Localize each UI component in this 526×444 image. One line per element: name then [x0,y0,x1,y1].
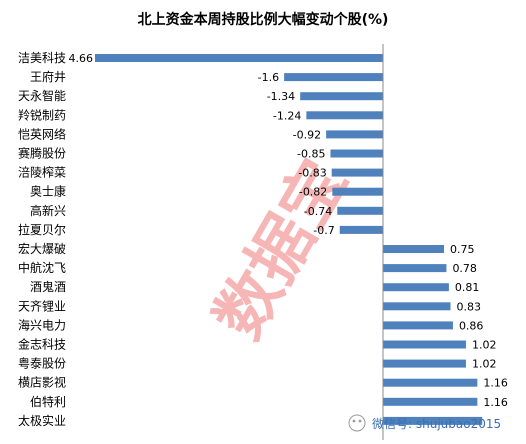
category-label: 恺英网络 [18,126,66,141]
bar [306,111,383,120]
wechat-icon [348,414,366,432]
category-label: 拉夏贝尔 [18,222,66,237]
category-label: 横店影视 [18,375,66,390]
category-label: 奥士康 [30,184,66,199]
bar [330,149,383,158]
category-label: 海兴电力 [18,317,66,332]
bar [337,206,383,215]
value-label: 0.83 [457,300,482,313]
category-label: 天齐锂业 [18,298,66,313]
value-label: -0.83 [298,167,326,180]
value-label: 0.81 [455,281,480,294]
value-label: -0.74 [304,205,332,218]
bar [326,130,383,139]
wechat-icon-dot [358,419,362,423]
category-label: 酒鬼酒 [30,279,66,294]
category-label: 王府井 [30,69,66,84]
value-label: 1.02 [472,358,497,371]
bar [284,73,383,82]
wechat-icon-dot [352,419,356,423]
category-label: 伯特利 [30,394,66,409]
watermark-text: 数据宝 [202,148,362,351]
category-label: 洁美科技 [18,51,66,65]
value-label: 4.66 [69,52,94,65]
category-label: 涪陵榨菜 [18,165,66,180]
value-label: -0.85 [297,148,325,161]
wechat-badge: 微信号: shujubao2015 [348,414,501,432]
value-label: 0.86 [459,319,484,332]
category-label: 金志科技 [18,337,66,352]
bar [383,378,478,387]
value-label: -1.24 [273,109,301,122]
value-label: -0.7 [313,224,334,237]
value-labels: 4.66 -1.6 -1.34 -1.24 -0.92 -0.85 -0.83 -0.82 -0… [69,52,508,409]
category-label: 天永智能 [18,88,66,103]
category-labels: 洁美科技王府井天永智能羚锐制药恺英网络赛腾股份涪陵榨菜奥士康高新兴拉夏贝尔宏大爆… [18,51,66,428]
bar [332,187,383,196]
watermark: 数据宝 [202,148,362,351]
bar [383,264,447,273]
value-label: -0.82 [299,186,327,199]
bar [383,283,449,292]
bar [339,225,383,234]
category-label: 宏大爆破 [18,241,66,256]
wechat-label: 微信号: shujubao2015 [372,417,501,431]
value-label: 1.16 [483,396,508,409]
category-label: 赛腾股份 [18,146,66,161]
category-label: 粤泰股份 [18,356,66,371]
bar-series [95,54,483,425]
chart-title: 北上资金本周持股比例大幅变动个股(%) [138,11,389,28]
value-label: -1.34 [267,90,295,103]
value-label: 1.02 [472,339,497,352]
value-label: -1.6 [258,71,279,84]
category-label: 羚锐制药 [18,107,66,122]
bar [95,54,383,62]
bar [383,359,466,368]
bar [331,168,383,177]
value-label: 1.16 [483,377,508,390]
bar [383,321,453,330]
bar [383,416,483,425]
value-label: -0.92 [293,128,321,141]
value-label: 0.78 [452,262,477,275]
value-label: 0.75 [450,243,475,256]
bar [383,302,451,311]
bar [383,340,466,349]
category-label: 中航沈飞 [18,260,66,275]
bar [300,92,383,101]
bar [383,245,444,253]
category-label: 太极实业 [18,413,66,428]
category-label: 高新兴 [30,203,66,218]
bar [383,397,478,406]
